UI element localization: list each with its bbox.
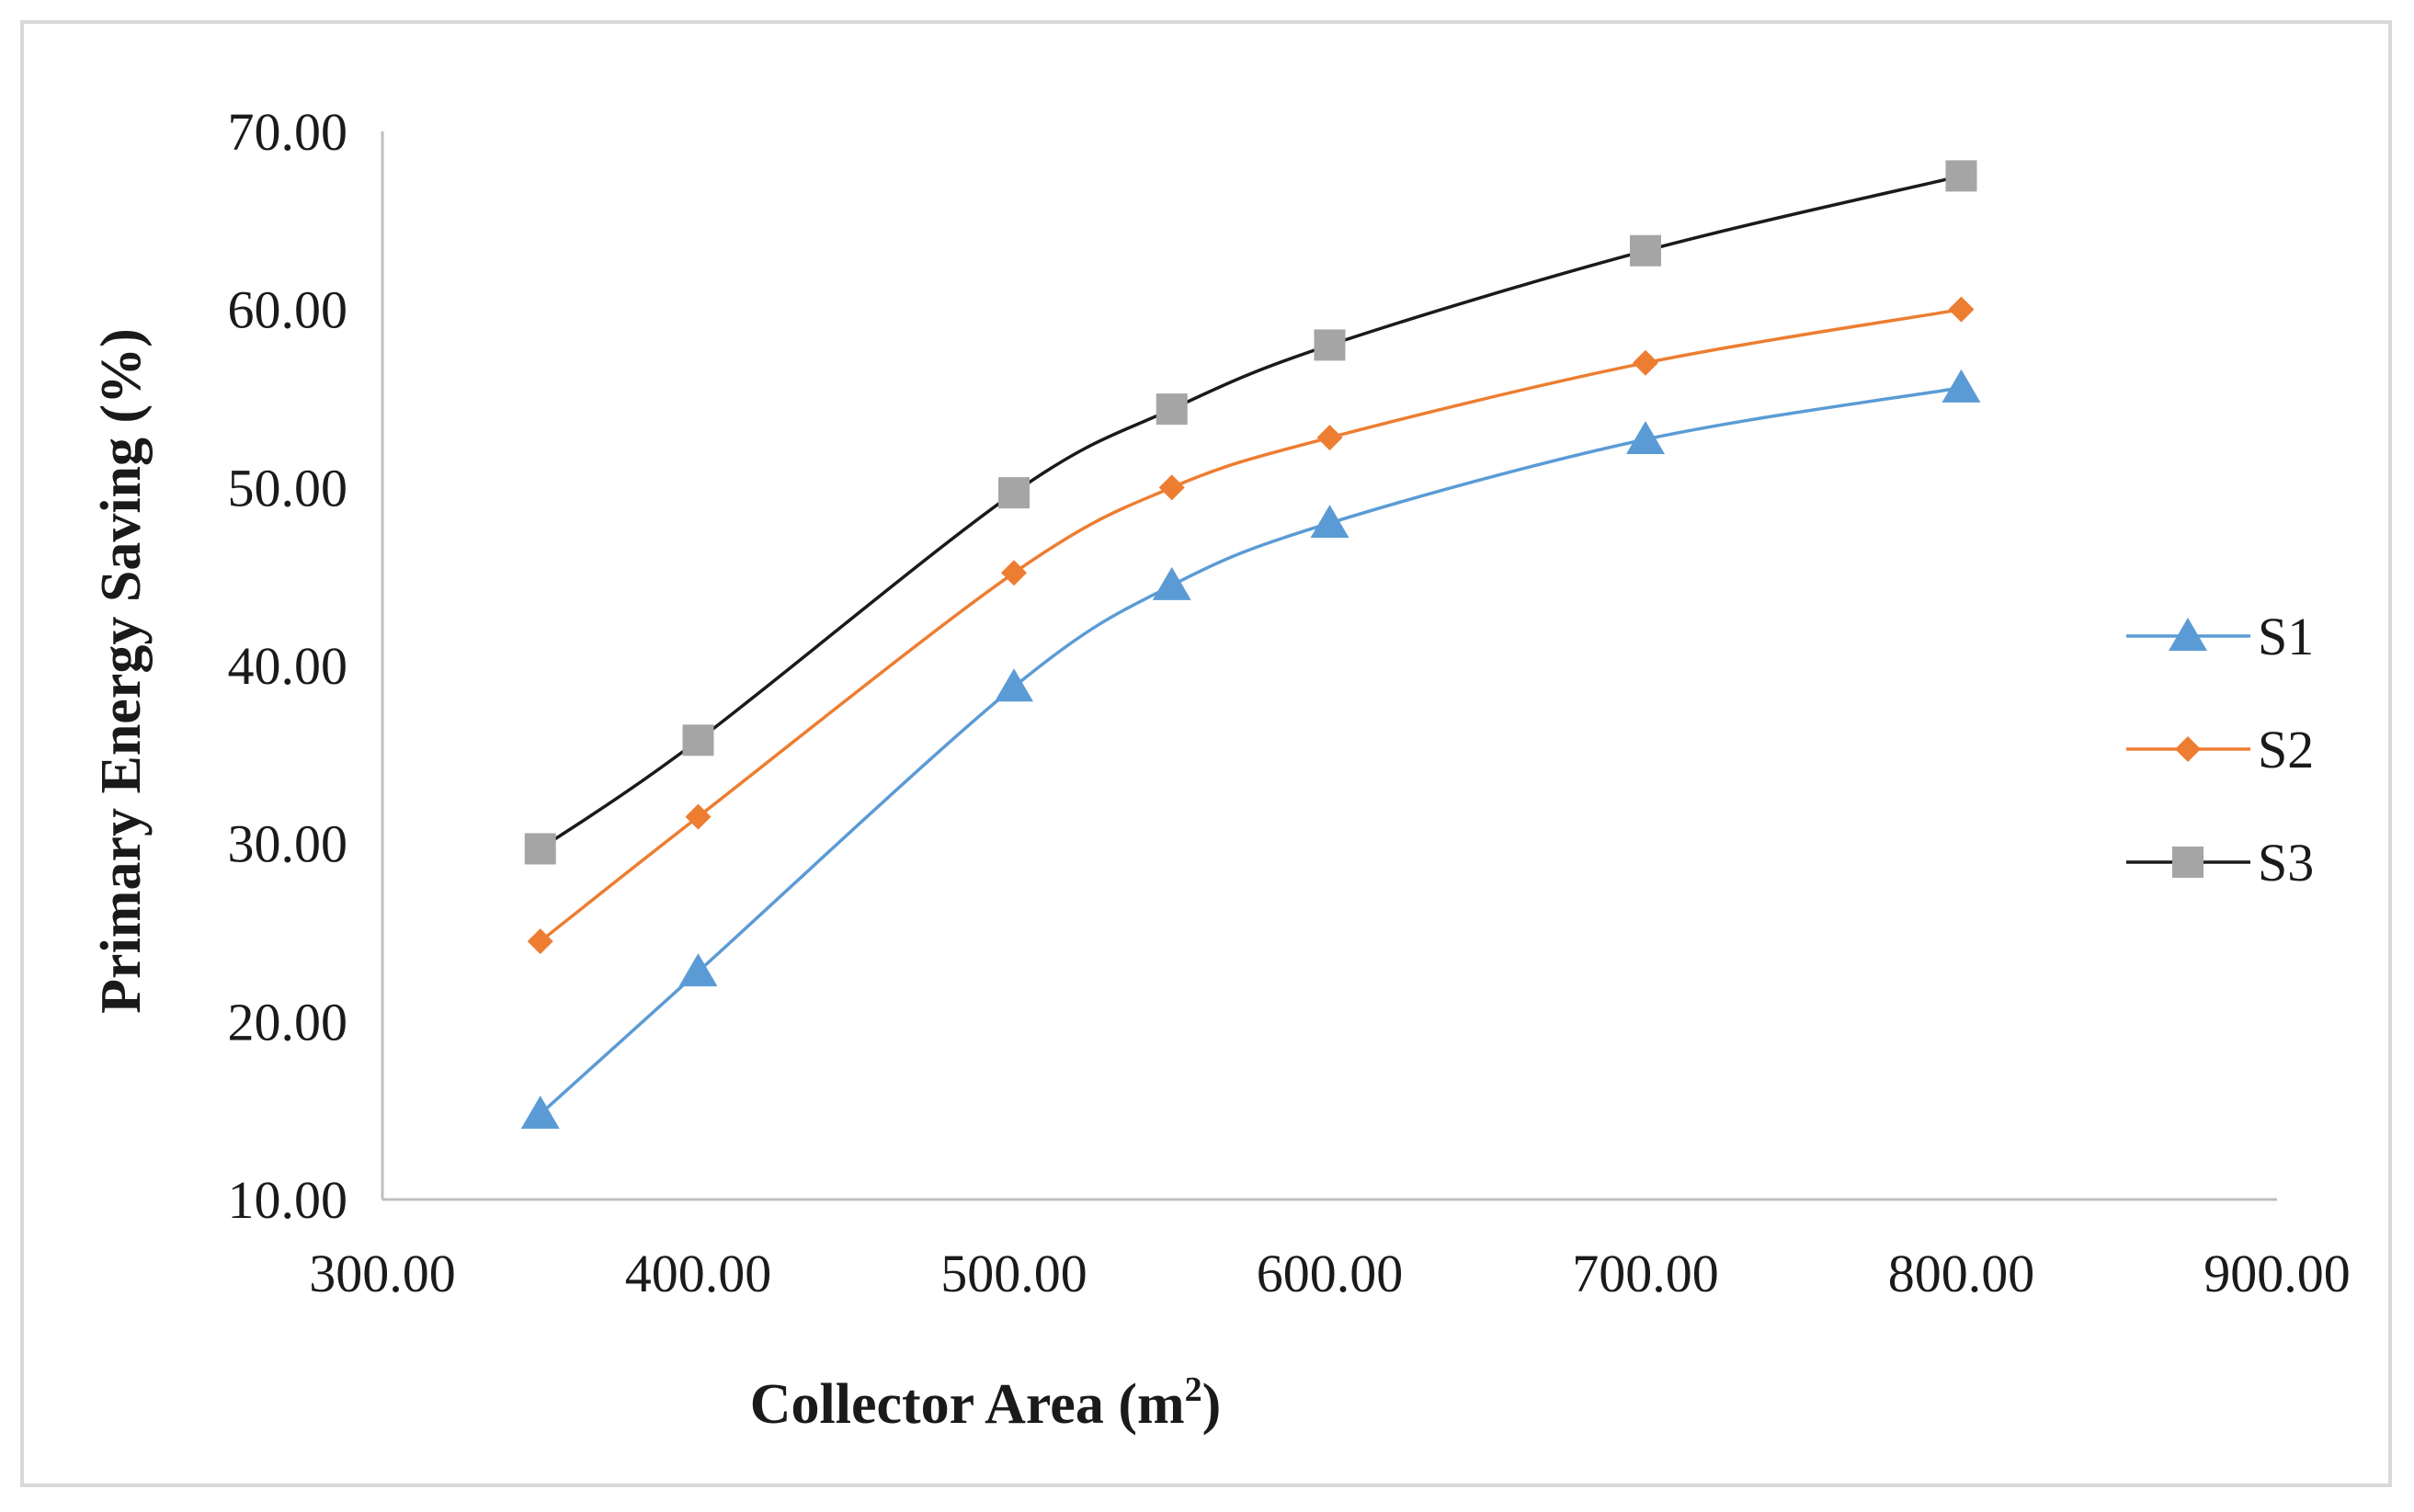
data-point-s3 xyxy=(1314,329,1346,361)
y-tick-label: 20.00 xyxy=(228,992,348,1052)
data-point-s3 xyxy=(682,724,714,756)
y-tick-label: 30.00 xyxy=(228,814,348,874)
x-axis-title: Collector Area (m2) xyxy=(750,1370,1222,1436)
series-markers xyxy=(520,160,1981,1130)
x-axis-title-main: Collector Area (m xyxy=(750,1373,1185,1436)
data-point-s1 xyxy=(1310,505,1349,539)
data-point-s2 xyxy=(527,928,553,955)
data-point-s1 xyxy=(1626,421,1665,455)
legend-item-s1: S1 xyxy=(2126,607,2314,666)
data-point-s2 xyxy=(1158,474,1185,501)
x-tick-label: 300.00 xyxy=(309,1244,456,1303)
x-tick-label: 600.00 xyxy=(1257,1244,1404,1303)
x-tick-label: 500.00 xyxy=(940,1244,1087,1303)
data-point-s2 xyxy=(1633,349,1658,376)
legend-item-s2: S2 xyxy=(2126,720,2314,779)
series-line-s1 xyxy=(539,386,1962,1116)
y-tick-label: 10.00 xyxy=(228,1170,348,1230)
legend-label: S3 xyxy=(2258,833,2314,892)
x-tick-label: 700.00 xyxy=(1572,1244,1719,1303)
data-point-s2 xyxy=(685,803,712,830)
data-point-s3 xyxy=(1945,160,1977,192)
data-point-s1 xyxy=(995,668,1033,702)
axes xyxy=(381,131,2277,1201)
y-tick-label: 60.00 xyxy=(228,280,348,340)
x-tick-label: 800.00 xyxy=(1888,1244,2035,1303)
series-line-s2 xyxy=(539,307,1962,943)
data-point-s1 xyxy=(678,953,718,987)
data-point-s3 xyxy=(1156,393,1188,426)
chart-frame xyxy=(20,20,2392,1487)
data-point-s3 xyxy=(1630,234,1661,267)
x-tick-label: 400.00 xyxy=(625,1244,772,1303)
legend-swatch-marker xyxy=(2169,618,2207,651)
legend: S1 S2 S3 xyxy=(2126,607,2314,892)
data-point-s3 xyxy=(998,477,1030,509)
legend-item-s3: S3 xyxy=(2126,833,2314,892)
data-point-s1 xyxy=(1941,369,1981,403)
y-tick-label: 70.00 xyxy=(228,102,348,162)
data-point-s1 xyxy=(1152,566,1191,600)
x-axis-title-close: ) xyxy=(1202,1373,1222,1436)
legend-label: S1 xyxy=(2258,607,2314,666)
data-point-s2 xyxy=(1001,560,1027,586)
data-point-s1 xyxy=(520,1096,560,1130)
data-point-s2 xyxy=(1948,296,1975,323)
y-tick-label: 40.00 xyxy=(228,636,348,696)
data-point-s3 xyxy=(524,833,556,865)
legend-swatch-marker xyxy=(2172,847,2203,878)
legend-label: S2 xyxy=(2258,720,2314,779)
y-axis-title: Primary Energy Saving (%) xyxy=(90,328,153,1014)
data-point-s2 xyxy=(1316,425,1343,451)
x-axis-title-superscript: 2 xyxy=(1185,1370,1202,1409)
tick-labels: 10.00 20.00 30.00 40.00 50.00 60.00 70.00 300.0… xyxy=(228,102,2351,1303)
series-lines xyxy=(539,174,1962,1116)
x-tick-label: 900.00 xyxy=(2203,1244,2351,1303)
series-line-s3 xyxy=(539,174,1962,850)
legend-swatch-marker xyxy=(2175,736,2201,762)
y-tick-label: 50.00 xyxy=(228,458,348,517)
